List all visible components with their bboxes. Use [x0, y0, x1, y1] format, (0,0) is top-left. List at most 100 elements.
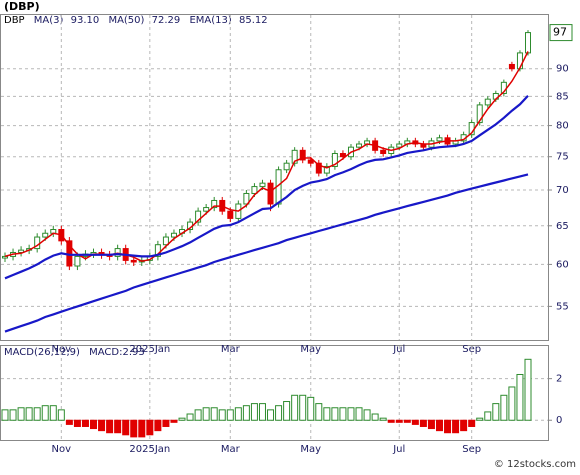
- price-frame: [0, 14, 549, 341]
- macd-bar: [419, 419, 427, 427]
- x-tick-label: Sep: [462, 444, 481, 455]
- candle-body: [267, 182, 274, 205]
- candle-body: [436, 137, 443, 142]
- x-tick-label: Mar: [221, 444, 241, 455]
- y-tick-label: 65: [556, 221, 569, 232]
- x-tick-label: Jul: [392, 444, 405, 455]
- y-tick-label: 60: [556, 259, 569, 270]
- macd-bar: [323, 407, 331, 421]
- macd-bar: [90, 419, 98, 430]
- line-series: [4, 173, 529, 333]
- macd-bar: [307, 396, 315, 421]
- macd-bar: [331, 407, 339, 421]
- legend-value: 72.29: [152, 15, 181, 26]
- macd-bar: [500, 394, 508, 421]
- macd-bar: [283, 401, 291, 421]
- candle-body: [211, 199, 218, 209]
- macd-bar: [242, 405, 250, 421]
- macd-bar: [403, 419, 411, 423]
- macd-bar: [267, 409, 275, 421]
- y-tick-label: 0: [556, 415, 562, 426]
- candle-body: [227, 210, 234, 219]
- macd-bar: [460, 419, 468, 432]
- y-tick-label: 80: [556, 121, 569, 132]
- macd-bar: [17, 407, 25, 421]
- macd-bar: [186, 413, 194, 421]
- macd-bar: [452, 419, 460, 434]
- last-price: 97: [553, 26, 567, 39]
- macd-bar: [395, 419, 403, 423]
- macd-bar: [250, 403, 258, 421]
- macd-bar: [114, 419, 122, 434]
- candle-body: [74, 255, 81, 267]
- macd-bar: [524, 358, 532, 421]
- candle-body: [170, 232, 177, 238]
- candle-body: [259, 182, 266, 188]
- x-tick-label: Sep: [462, 344, 481, 355]
- macd-bar: [371, 413, 379, 421]
- candle-body: [525, 32, 531, 54]
- macd-bar: [226, 409, 234, 421]
- legend: DBP MA(3) 93.10 MA(50) 72.29 EMA(13) 85.…: [4, 15, 268, 26]
- macd-value: MACD:2.93: [89, 347, 145, 358]
- candle-body: [339, 153, 346, 158]
- line-series: [4, 94, 529, 280]
- candle-body: [508, 63, 515, 70]
- y-tick-label: 70: [556, 185, 569, 196]
- macd-bar: [194, 409, 202, 421]
- footer: © 12stocks.com: [494, 459, 576, 470]
- x-tick-label: May: [300, 444, 321, 455]
- macd-frame: [0, 345, 549, 441]
- last-price-box: [549, 24, 573, 42]
- candle-body: [203, 207, 210, 212]
- candle-body: [251, 186, 258, 194]
- macd-bar: [508, 386, 516, 421]
- candle-body: [130, 259, 137, 263]
- macd-bar: [49, 405, 57, 421]
- macd-bar: [202, 407, 210, 421]
- macd-bar: [427, 419, 435, 430]
- macd-bar: [411, 419, 419, 425]
- macd-bar: [98, 419, 106, 432]
- candle-body: [291, 149, 298, 164]
- legend-value: 93.10: [71, 15, 100, 26]
- macd-bar: [41, 405, 49, 421]
- macd-bar: [291, 394, 299, 421]
- macd-bar: [25, 407, 33, 421]
- macd-bar: [435, 419, 443, 432]
- macd-bar: [379, 417, 387, 421]
- y-tick-label: 75: [556, 152, 569, 163]
- macd-bar: [275, 405, 283, 421]
- candle-body: [380, 149, 387, 155]
- macd-bar: [154, 419, 162, 432]
- macd-bar: [106, 419, 114, 434]
- candle-body: [2, 255, 8, 259]
- legend-entry: MA(3): [34, 15, 64, 26]
- candle-body: [484, 98, 491, 106]
- candle-body: [331, 153, 338, 167]
- macd-bar: [178, 417, 186, 421]
- x-tick-label: May: [300, 344, 321, 355]
- macd-bar: [468, 419, 476, 427]
- candle-body: [114, 248, 121, 257]
- candle-body: [162, 236, 169, 246]
- macd-bar: [33, 407, 41, 421]
- macd-bar: [138, 419, 146, 438]
- chart-title: (DBP): [4, 0, 40, 13]
- macd-bar: [444, 419, 452, 434]
- x-tick-label: Jul: [392, 344, 405, 355]
- macd-bar: [162, 419, 170, 427]
- y-tick-label: 2: [556, 374, 562, 385]
- y-tick-label: 85: [556, 91, 569, 102]
- legend-entry: EMA(13): [189, 15, 231, 26]
- candle-body: [154, 244, 161, 257]
- x-tick-label: Nov: [52, 344, 72, 355]
- candle-body: [195, 210, 202, 223]
- candle-body: [307, 159, 314, 164]
- macd-bar: [258, 403, 266, 421]
- legend-entry: MA(50): [108, 15, 144, 26]
- candle-body: [396, 143, 403, 148]
- candle-body: [356, 143, 363, 148]
- macd-bar: [484, 411, 492, 421]
